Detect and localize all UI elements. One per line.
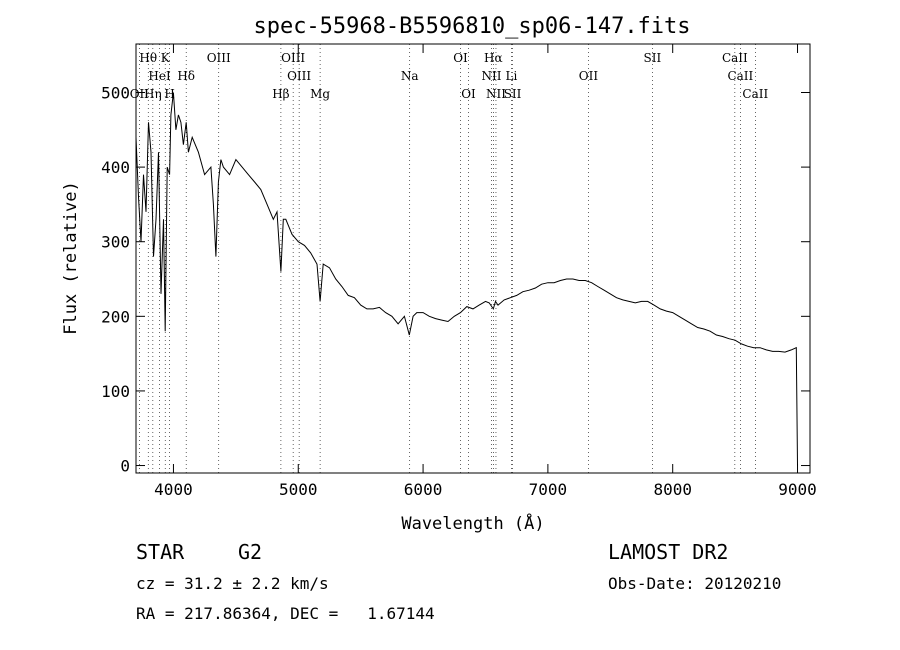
line-marker-label-7: CaII: [722, 51, 748, 65]
line-marker-label-23: SII: [504, 87, 522, 101]
x-tick-label-2: 6000: [404, 480, 443, 499]
line-marker-label-19: Hβ: [272, 87, 289, 101]
y-tick-label-5: 500: [101, 83, 130, 102]
x-tick-label-1: 5000: [279, 480, 318, 499]
x-tick-label-3: 7000: [529, 480, 568, 499]
line-marker-label-17: Hη: [144, 87, 162, 101]
line-marker-label-3: OIII: [281, 51, 305, 65]
line-marker-label-20: Mg: [310, 87, 330, 101]
line-marker-label-9: Hδ: [177, 69, 195, 83]
line-marker-label-1: K: [161, 51, 171, 65]
line-marker-label-0: Hθ: [139, 51, 157, 65]
x-tick-label-4: 8000: [653, 480, 692, 499]
x-tick-label-5: 9000: [778, 480, 817, 499]
line-marker-label-6: SII: [644, 51, 662, 65]
line-marker-label-14: OII: [579, 69, 599, 83]
object-subclass: G2: [238, 540, 263, 564]
axis-tick-layer: 4000 5000 6000 7000 8000 9000 0 100 200 300 400 500: [101, 44, 817, 499]
object-class: STAR: [136, 540, 185, 564]
line-marker-label-18: H: [164, 87, 174, 101]
line-marker-label-13: Li: [506, 69, 518, 83]
y-tick-label-1: 100: [101, 382, 130, 401]
line-marker-label-2: OIII: [207, 51, 231, 65]
observation-date: Obs-Date: 20120210: [608, 574, 782, 593]
x-axis-label: Wavelength (Å): [401, 512, 544, 534]
y-tick-label-4: 400: [101, 158, 130, 177]
spectrum-chart: spec-55968-B5596810_sp06-147.fits Hθ K OII…: [61, 14, 817, 534]
survey-name: LAMOST DR2: [608, 540, 729, 564]
line-marker-label-16: OII: [130, 87, 150, 101]
line-marker-label-21: OI: [461, 87, 476, 101]
y-axis-label: Flux (relative): [61, 181, 81, 335]
line-marker-label-5: Hα: [484, 51, 503, 65]
line-marker-label-12: NII: [481, 69, 501, 83]
line-marker-label-4: OI: [453, 51, 468, 65]
sky-coordinates: RA = 217.86364, DEC = 1.67144: [136, 604, 435, 623]
line-marker-label-11: Na: [401, 69, 419, 83]
redshift-velocity: cz = 31.2 ± 2.2 km/s: [136, 574, 329, 593]
line-marker-label-15: CaII: [727, 69, 753, 83]
y-tick-label-0: 0: [120, 457, 130, 476]
plot-frame: [135, 43, 811, 474]
chart-title: spec-55968-B5596810_sp06-147.fits: [253, 14, 690, 39]
x-tick-label-0: 4000: [154, 480, 193, 499]
line-marker-label-8: HeI: [148, 69, 171, 83]
line-marker-label-24: CaII: [742, 87, 768, 101]
spectrum-line: [135, 92, 798, 466]
y-tick-label-2: 200: [101, 307, 130, 326]
y-tick-label-3: 300: [101, 233, 130, 252]
line-marker-label-22: NII: [486, 87, 506, 101]
line-marker-label-10: OIII: [287, 69, 311, 83]
